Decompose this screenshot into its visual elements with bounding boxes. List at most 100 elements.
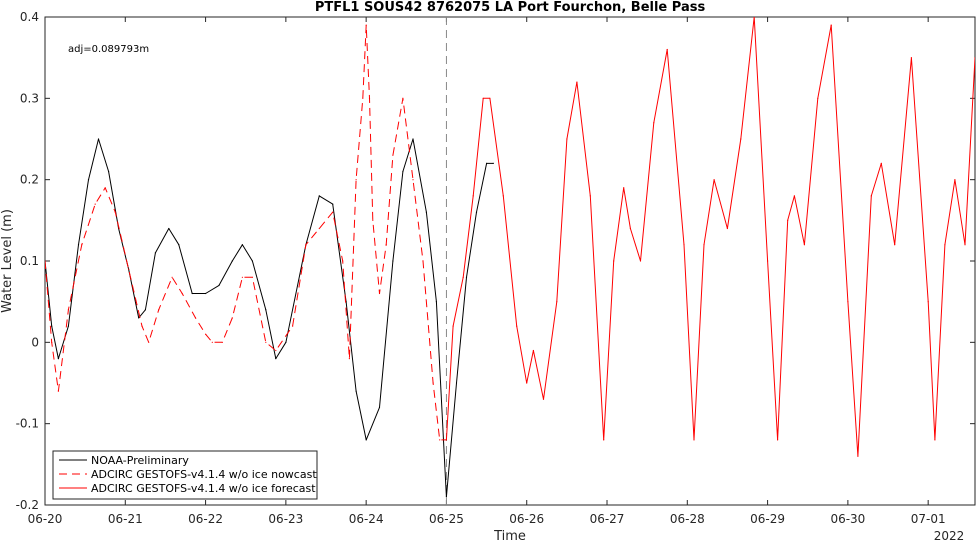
x-tick-label: 06-27: [590, 512, 625, 526]
series-2-point: [81, 244, 83, 246]
series-3-point: [817, 97, 819, 99]
series-3-point: [777, 439, 779, 441]
series-3-point: [526, 382, 528, 384]
series-2-point: [402, 97, 404, 99]
series-3-point: [623, 187, 625, 189]
x-tick-label: 06-26: [509, 512, 544, 526]
series-1-point: [138, 317, 140, 319]
series-3-point: [753, 17, 755, 18]
series-1-point: [154, 252, 156, 254]
series-3-point: [787, 219, 789, 221]
series-3-point: [489, 97, 491, 99]
series-3-point: [452, 325, 454, 327]
series-2-point: [348, 358, 350, 360]
series-3-point: [556, 301, 558, 303]
legend-label: ADCIRC GESTOFS-v4.1.4 w/o ice nowcast: [91, 468, 317, 481]
series-3-point: [639, 260, 642, 262]
series-3-point: [944, 244, 946, 246]
series-2-point: [231, 317, 233, 319]
series-1-point: [402, 170, 404, 173]
series-3-point: [566, 138, 568, 140]
series-2-point: [67, 309, 69, 311]
series-3-point: [462, 276, 464, 278]
series-3-point: [629, 227, 632, 230]
series-line-1: [45, 138, 494, 498]
series-2-point: [292, 325, 294, 327]
series-2-point: [332, 211, 334, 213]
series-3-point: [589, 195, 591, 197]
series-1-point: [392, 260, 394, 262]
series-3-point: [666, 48, 668, 51]
series-1-point: [378, 406, 381, 408]
series-2-point: [265, 341, 267, 343]
y-tick-label: 0.2: [20, 173, 39, 187]
series-2-point: [385, 244, 387, 246]
series-1-point: [67, 325, 69, 327]
series-1-point: [218, 284, 220, 286]
series-1-point: [285, 341, 287, 343]
legend-label: NOAA-Preliminary: [91, 454, 189, 467]
series-3-point: [767, 260, 769, 262]
series-1-point: [412, 138, 414, 140]
series-3-point: [502, 195, 504, 197]
series-3-point: [653, 122, 655, 124]
x-axis-year-label: 2022: [934, 529, 965, 541]
series-2-point: [275, 349, 277, 352]
series-2-point: [318, 227, 320, 230]
x-tick-label: 06-23: [268, 512, 303, 526]
series-2-point: [104, 187, 106, 189]
series-1-point: [168, 227, 170, 230]
series-2-point: [94, 203, 96, 205]
x-tick-label: 06-20: [28, 512, 63, 526]
x-tick-label: 06-29: [750, 512, 785, 526]
series-3-point: [934, 439, 936, 441]
series-2-point: [171, 276, 173, 278]
x-tick-label: 06-24: [349, 512, 384, 526]
series-2-point: [45, 260, 46, 262]
x-tick-label: 06-28: [670, 512, 705, 526]
series-2-point: [342, 260, 344, 262]
series-3-point: [964, 244, 966, 246]
series-3-point: [880, 162, 882, 164]
series-3-point: [954, 179, 956, 181]
series-2-point: [205, 333, 207, 335]
y-axis-label: Water Level (m): [0, 209, 15, 313]
series-3-point: [603, 439, 605, 441]
series-2-point: [241, 276, 243, 278]
series-2-point: [148, 341, 150, 343]
series-2-point: [128, 268, 130, 270]
series-1-point: [57, 358, 60, 360]
series-1-point: [87, 179, 90, 181]
series-2-point: [412, 179, 414, 181]
series-2-point: [251, 276, 253, 278]
series-line-3: [445, 17, 975, 457]
series-3-point: [927, 301, 929, 303]
series-1-point: [51, 325, 53, 327]
series-2-point: [365, 24, 367, 26]
series-3-point: [894, 244, 896, 246]
x-tick-label: 06-21: [108, 512, 143, 526]
series-2-point: [141, 325, 143, 327]
series-1-point: [445, 496, 447, 498]
y-tick-label: 0.1: [20, 254, 39, 268]
series-1-point: [144, 309, 146, 311]
x-tick-label: 06-22: [188, 512, 223, 526]
x-tick-label: 06-30: [830, 512, 865, 526]
series-3-point: [532, 349, 535, 352]
series-3-point: [516, 325, 518, 327]
series-3-point: [726, 227, 729, 230]
series-1-point: [97, 138, 100, 140]
series-1-point: [455, 382, 458, 384]
series-1-point: [265, 309, 267, 311]
series-2-point: [355, 179, 357, 181]
series-2-point: [432, 382, 434, 384]
series-3-point: [683, 244, 685, 246]
x-axis-label: Time: [493, 529, 526, 541]
series-1-point: [205, 292, 207, 295]
series-3-point: [857, 455, 859, 457]
series-2-point: [211, 341, 213, 343]
series-3-point: [803, 244, 806, 246]
legend-box: [52, 450, 318, 500]
series-1-point: [77, 244, 80, 246]
